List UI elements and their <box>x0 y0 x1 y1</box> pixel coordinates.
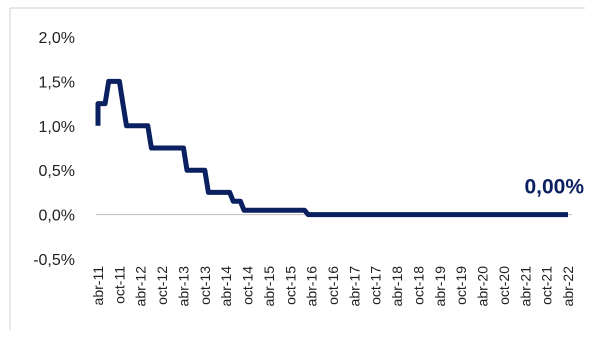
y-tick-label: 0,0% <box>39 208 75 225</box>
x-tick-label: oct-14 <box>240 266 256 305</box>
y-tick-label: 0,5% <box>39 163 75 180</box>
y-tick-label: 2,0% <box>39 30 75 47</box>
x-tick-label: abr-22 <box>560 266 576 307</box>
end-value-label: 0,00% <box>524 176 584 199</box>
x-tick-label: abr-13 <box>175 266 191 307</box>
y-tick-label: 1,0% <box>39 119 75 136</box>
x-tick-label: abr-21 <box>517 266 533 307</box>
x-tick-label: abr-12 <box>133 266 149 307</box>
x-tick-label: oct-13 <box>197 266 213 305</box>
y-axis: 2,0% 1,5% 1,0% 0,5% 0,0% -0,5% <box>33 30 75 269</box>
x-tick-label: oct-17 <box>368 266 384 305</box>
x-tick-label: oct-16 <box>325 266 341 305</box>
x-tick-label: oct-15 <box>282 266 298 305</box>
x-tick-label: abr-17 <box>346 266 362 307</box>
y-tick-label: -0,5% <box>33 252 75 269</box>
x-tick-label: oct-21 <box>539 266 555 305</box>
x-tick-label: oct-19 <box>453 266 469 305</box>
x-tick-label: abr-16 <box>304 266 320 307</box>
x-tick-label: oct-20 <box>496 266 512 305</box>
y-tick-label: 1,5% <box>39 74 75 91</box>
x-tick-label: oct-18 <box>410 266 426 305</box>
x-tick-label: abr-14 <box>218 266 234 307</box>
x-tick-label: oct-12 <box>154 266 170 305</box>
x-tick-label: abr-18 <box>389 266 405 307</box>
x-tick-label: oct-11 <box>111 266 127 304</box>
x-tick-label: abr-20 <box>475 266 491 307</box>
x-axis: abr-11 oct-11 abr-12 oct-12 abr-13 oct-13 abr-… <box>90 266 576 307</box>
series-line <box>95 78 568 218</box>
x-tick-label: abr-11 <box>90 266 106 306</box>
x-tick-label: abr-19 <box>432 266 448 307</box>
x-tick-label: abr-15 <box>261 266 277 307</box>
